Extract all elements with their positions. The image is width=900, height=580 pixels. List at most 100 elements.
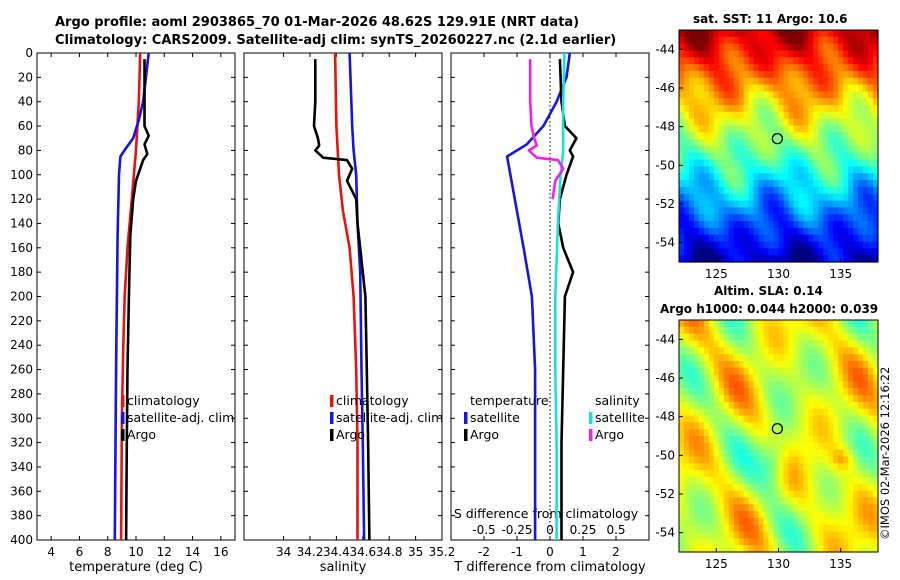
salinity-xlabel: salinity [320, 560, 367, 575]
salinity-xtick-label: 34.6 [349, 545, 376, 559]
temperature-legend-0-label: climatology [127, 393, 200, 408]
temperature-xlabel: temperature (deg C) [69, 560, 203, 575]
temperature-ytick-label: 200 [10, 290, 33, 304]
salinity-difference-xtick-label: 0.5 [606, 523, 625, 537]
sla-map-ytick-label: -48 [655, 410, 675, 424]
salinity-xtick-label: 34.2 [297, 545, 324, 559]
temperature-ytick-label: 60 [18, 119, 33, 133]
salinity-xtick-label: 34.8 [376, 545, 403, 559]
temperature-series-argo [124, 59, 150, 541]
difference-legend-t-satellite-label: satellite [470, 410, 520, 425]
difference-legend-s-argo-swatch [589, 429, 593, 441]
temperature-xtick-label: 10 [128, 545, 143, 559]
salinity-difference-xlabel: S difference from climatology [454, 506, 639, 521]
legend-salinity-title: salinity [595, 393, 640, 408]
temperature-xtick-label: 6 [76, 545, 84, 559]
temperature-xtick-label: 4 [47, 545, 55, 559]
sst-map-field [679, 30, 879, 263]
figure-title-line2: Climatology: CARS2009. Satellite-adj cli… [55, 33, 617, 48]
temperature-ytick-label: 380 [10, 509, 33, 523]
salinity-xtick-label: 34.4 [323, 545, 350, 559]
temperature-xtick-label: 16 [213, 545, 228, 559]
sst-map-ytick-label: -44 [655, 42, 675, 56]
sla-map-title-line2: Argo h1000: 0.044 h2000: 0.039 [660, 302, 879, 316]
sla-map-xtick-label: 135 [829, 557, 852, 571]
sst-map-ytick-label: -46 [655, 81, 675, 95]
sst-map-ytick-label: -54 [655, 236, 675, 250]
salinity-xtick-label: 34 [276, 545, 291, 559]
temperature-legend-2-swatch [121, 429, 125, 441]
difference-legend-s-argo-label: Argo [595, 427, 624, 442]
salinity-difference-xtick-label: 0 [546, 523, 554, 537]
difference-xtick-label: -2 [478, 545, 490, 559]
salinity-xtick-label: 35.2 [429, 545, 456, 559]
temperature-ytick-label: 280 [10, 387, 33, 401]
temperature-ytick-label: 20 [18, 70, 33, 84]
sst-map-argo-location-marker [771, 133, 784, 145]
difference-xtick-label: -1 [511, 545, 523, 559]
difference-legend-t-argo-swatch [464, 429, 468, 441]
legend-temperature-title: temperature [470, 393, 549, 408]
temperature-xtick-label: 8 [104, 545, 112, 559]
salinity-legend-2-label: Argo [336, 427, 365, 442]
figure-title-line1: Argo profile: aoml 2903865_70 01-Mar-202… [55, 15, 580, 30]
difference-series-s-satellite [553, 52, 566, 540]
salinity-legend-0-swatch [330, 395, 334, 407]
sst-map-ytick-label: -50 [655, 158, 675, 172]
difference-xlabel: T difference from climatology [453, 560, 646, 575]
temperature-ytick-label: 320 [10, 436, 33, 450]
salinity-legend-0-label: climatology [336, 393, 409, 408]
difference-panel: -2 -1 0 1 2 S difference from climatology -0.5… [450, 52, 650, 575]
sla-map-argo-location-marker [771, 423, 784, 435]
temperature-ytick-label: 120 [10, 192, 33, 206]
temperature-legend-2-label: Argo [127, 427, 156, 442]
temperature-ytick-label: 0 [25, 46, 33, 60]
sla-map-field [679, 320, 879, 553]
temperature-legend-1-swatch [121, 412, 125, 424]
salinity-difference-xtick-label: -0.25 [501, 523, 532, 537]
salinity-panel: 34 34.2 34.4 34.6 34.8 35 35.2 salinity climatol… [243, 52, 456, 575]
temperature-series-climatology [119, 52, 142, 541]
temperature-legend-0-swatch [121, 395, 125, 407]
temperature-ytick-label: 80 [18, 143, 33, 157]
sla-map-title-line1: Altim. SLA: 0.14 [714, 284, 823, 298]
difference-xtick-label: 0 [546, 545, 554, 559]
temperature-ytick-label: 240 [10, 338, 33, 352]
sla-map-xtick-label: 125 [705, 557, 728, 571]
sla-map-ytick-label: -50 [655, 448, 675, 462]
salinity-legend-2-swatch [330, 429, 334, 441]
difference-legend-s-satellite-swatch [589, 412, 593, 424]
difference-legend-t-argo-label: Argo [470, 427, 499, 442]
temperature-ytick-label: 220 [10, 314, 33, 328]
sla-map-xtick-label: 130 [767, 557, 790, 571]
salinity-legend-1-label: satellite-adj. clim [336, 410, 443, 425]
salinity-series-argo [312, 59, 371, 541]
imos-credit: ©IMOS 02-Mar-2026 12:16:22 [878, 366, 892, 540]
sst-map-xtick-label: 125 [705, 267, 728, 281]
difference-series-t-satellite [505, 52, 572, 540]
difference-xtick-label: 1 [579, 545, 587, 559]
salinity-difference-xtick-label: -0.5 [472, 523, 495, 537]
difference-legend-s-satellite-label: satellite [595, 410, 645, 425]
temperature-ytick-label: 40 [18, 95, 33, 109]
temperature-ytick-label: 180 [10, 265, 33, 279]
difference-xtick-label: 2 [612, 545, 620, 559]
salinity-series-climatology [333, 52, 359, 540]
temperature-ytick-label: 260 [10, 363, 33, 377]
temperature-ytick-label: 340 [10, 460, 33, 474]
difference-legend-t-satellite-swatch [464, 412, 468, 424]
sla-map-ytick-label: -52 [655, 487, 675, 501]
temperature-ytick-label: 100 [10, 168, 33, 182]
sla-map-ytick-label: -44 [655, 332, 675, 346]
sst-map-ytick-label: -48 [655, 120, 675, 134]
sst-map-ytick-label: -52 [655, 197, 675, 211]
temperature-xtick-label: 14 [185, 545, 200, 559]
sla-map-ytick-label: -54 [655, 526, 675, 540]
temperature-ytick-label: 400 [10, 533, 33, 547]
sla-map-ytick-label: -46 [655, 371, 675, 385]
salinity-xtick-label: 35 [408, 545, 423, 559]
temperature-ytick-label: 360 [10, 484, 33, 498]
salinity-frame [243, 52, 443, 541]
